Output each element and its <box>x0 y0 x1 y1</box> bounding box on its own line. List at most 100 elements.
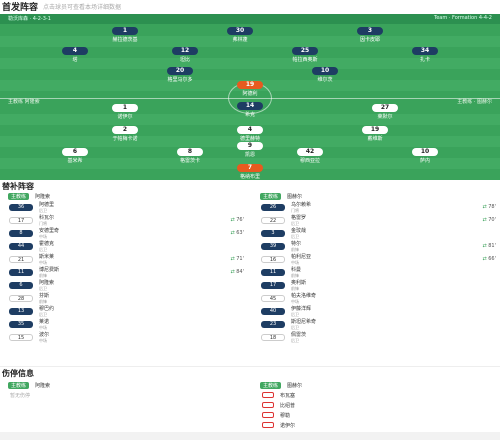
injury-row[interactable]: 诺伊尔 <box>252 420 500 430</box>
jersey-number: 45 <box>261 295 285 302</box>
substitution-icon: ⇄ <box>230 269 237 275</box>
jersey-number: 17 <box>261 282 285 289</box>
injured-player-name: 穆勒 <box>280 412 291 419</box>
home-bench-coach: 主教练 阿隆索 <box>0 191 248 201</box>
substitution-event: ⇄ 76' <box>230 217 244 223</box>
player-name: 格雷罗 <box>291 215 307 221</box>
bench-player-row[interactable]: 15 波尔 中场 <box>0 331 248 344</box>
bench-player-row[interactable]: 11 科曼 前锋 <box>252 266 500 279</box>
bench-player-row[interactable]: 11 博尼费斯 前锋 ⇄ 84' <box>0 266 248 279</box>
home-player[interactable]: 1 赫拉德茨基 <box>112 27 138 43</box>
bench-player-row[interactable]: 13 穆巴约 后卫 <box>0 305 248 318</box>
bench-player-row[interactable]: 35 莱诺 中场 <box>0 318 248 331</box>
away-player[interactable]: 4 德里赫特 <box>220 126 280 148</box>
jersey-number: 23 <box>261 321 285 328</box>
jersey-number: 22 <box>261 217 285 224</box>
injury-icon <box>262 412 274 418</box>
home-player[interactable]: 25 帕拉西奥斯 <box>292 47 318 63</box>
jersey-number: 40 <box>261 308 285 315</box>
player-name: 阿德里 <box>39 202 55 208</box>
bench-player-row[interactable]: 21 斯米莱 中场 ⇄ 71' <box>0 253 248 266</box>
bench-player-row[interactable]: 40 伊藤洋辉 后卫 <box>252 305 500 318</box>
injury-row[interactable]: 穆勒 <box>252 410 500 420</box>
jersey-number: 15 <box>9 334 33 341</box>
home-player[interactable]: 3 因卡皮耶 <box>340 27 400 49</box>
player-position: 后卫 <box>291 221 299 226</box>
player-position: 中场 <box>39 325 47 330</box>
home-goalkeeper[interactable]: 19 阿德利 <box>220 81 280 103</box>
away-injury-coach: 主教练 图赫尔 <box>252 380 500 390</box>
player-position: 中场 <box>291 299 299 304</box>
away-injuries: 主教练 图赫尔 布瓦塞 比绍普穆勒 诺伊尔 <box>252 380 500 430</box>
substitution-event: ⇄ 81' <box>482 243 496 249</box>
bench-player-row[interactable]: 22 格雷罗 后卫 ⇄ 70' <box>252 214 500 227</box>
home-player[interactable]: 30 弗林蓬 <box>210 27 270 49</box>
substitution-icon: ⇄ <box>230 230 237 236</box>
away-player[interactable]: 19 戴维斯 <box>345 126 405 148</box>
jersey-number: 13 <box>9 308 33 315</box>
player-name: 博尼费斯 <box>39 267 60 273</box>
coach-tag: 主教练 <box>260 381 282 389</box>
player-position: 中场 <box>39 234 47 239</box>
bench-player-row[interactable]: 18 佩雷茨 后卫 <box>252 331 500 344</box>
home-coach: 主教练 阿隆索 <box>8 99 40 105</box>
bench-player-row[interactable]: 45 帕夫洛维奇 中场 <box>252 292 500 305</box>
jersey-number: 6 <box>9 282 33 289</box>
home-player[interactable]: 34 扎卡 <box>395 47 455 69</box>
home-player[interactable]: 14 希克 <box>220 102 280 124</box>
jersey-number: 18 <box>261 334 285 341</box>
home-player[interactable]: 12 坦比 <box>155 47 215 69</box>
away-player[interactable]: 42 穆西亚拉 <box>280 148 340 170</box>
bench-player-row[interactable]: 17 科瓦尔 门将 ⇄ 76' <box>0 214 248 227</box>
injury-row[interactable]: 比绍普 <box>252 400 500 410</box>
player-position: 前锋 <box>39 273 47 278</box>
away-player[interactable]: 10 萨内 <box>395 148 455 170</box>
bench-player-row[interactable]: 3 金玟哉 后卫 <box>252 227 500 240</box>
away-team-label: Team · Formation 4-4-2 <box>434 15 492 21</box>
bench-player-row[interactable]: 8 安德里奇 中场 ⇄ 63' <box>0 227 248 240</box>
bench-player-row[interactable]: 23 斯坦尼希奇 后卫 <box>252 318 500 331</box>
team-bar: 勒沃库森 · 4-2-3-1 Team · Formation 4-4-2 <box>0 14 500 24</box>
substitution-minute: 81' <box>488 243 496 249</box>
jersey-number: 8 <box>9 230 33 237</box>
substitution-event: ⇄ 71' <box>230 256 244 262</box>
away-player[interactable]: 1 诺伊尔 <box>95 104 155 126</box>
divider <box>0 366 500 367</box>
player-name: 霍德克 <box>39 241 55 247</box>
player-position: 中场 <box>39 338 47 343</box>
bench-player-row[interactable]: 26 乌尔赖希 门将 ⇄ 78' <box>252 201 500 214</box>
away-player[interactable]: 27 莱默尔 <box>355 104 415 126</box>
bench-player-row[interactable]: 16 帕利尼亚 中场 ⇄ 66' <box>252 253 500 266</box>
away-player[interactable]: 6 基米希 <box>45 148 105 170</box>
bench-player-row[interactable]: 28 芬斯 前锋 <box>0 292 248 305</box>
substitution-event: ⇄ 70' <box>482 217 496 223</box>
away-player[interactable]: 9 凯恩 <box>220 142 280 164</box>
away-player[interactable]: 8 格雷茨卡 <box>160 148 220 170</box>
player-position: 后卫 <box>39 208 47 213</box>
substitution-icon: ⇄ <box>482 204 489 210</box>
substitution-event: ⇄ 63' <box>230 230 244 236</box>
bench-player-row[interactable]: 36 阿德里 后卫 <box>0 201 248 214</box>
home-team-label: 勒沃库森 · 4-2-3-1 <box>8 16 51 22</box>
home-player[interactable]: 10 维尔茨 <box>295 67 355 89</box>
bench-player-row[interactable]: 39 特尔 前锋 ⇄ 81' <box>252 240 500 253</box>
jersey-number: 11 <box>261 269 285 276</box>
home-player[interactable]: 20 格里马尔多 <box>167 67 193 83</box>
injury-header: 伤停信息 <box>0 368 500 379</box>
jersey-number: 3 <box>261 230 285 237</box>
player-position: 中场 <box>291 260 299 265</box>
away-goalkeeper[interactable]: 7 格纳布里 <box>220 164 280 180</box>
away-player[interactable]: 2 于帕梅卡诺 <box>112 126 138 142</box>
player-name: 特尔 <box>291 241 302 247</box>
player-name: 帕利尼亚 <box>291 254 312 260</box>
bench-player-row[interactable]: 6 阿隆索 后卫 <box>0 279 248 292</box>
substitution-icon: ⇄ <box>230 217 237 223</box>
bench-title: 替补阵容 <box>2 182 34 191</box>
coach-tag: 主教练 <box>8 381 30 389</box>
injury-row[interactable]: 布瓦塞 <box>252 390 500 400</box>
bench-player-row[interactable]: 44 霍德克 后卫 <box>0 240 248 253</box>
away-bench: 主教练 图赫尔 26 乌尔赖希 门将 ⇄ 78' 22 格雷罗 后卫 ⇄ 70' 3 金玟哉 后卫 3… <box>252 191 500 344</box>
bench-player-row[interactable]: 17 奥利斯 前锋 <box>252 279 500 292</box>
